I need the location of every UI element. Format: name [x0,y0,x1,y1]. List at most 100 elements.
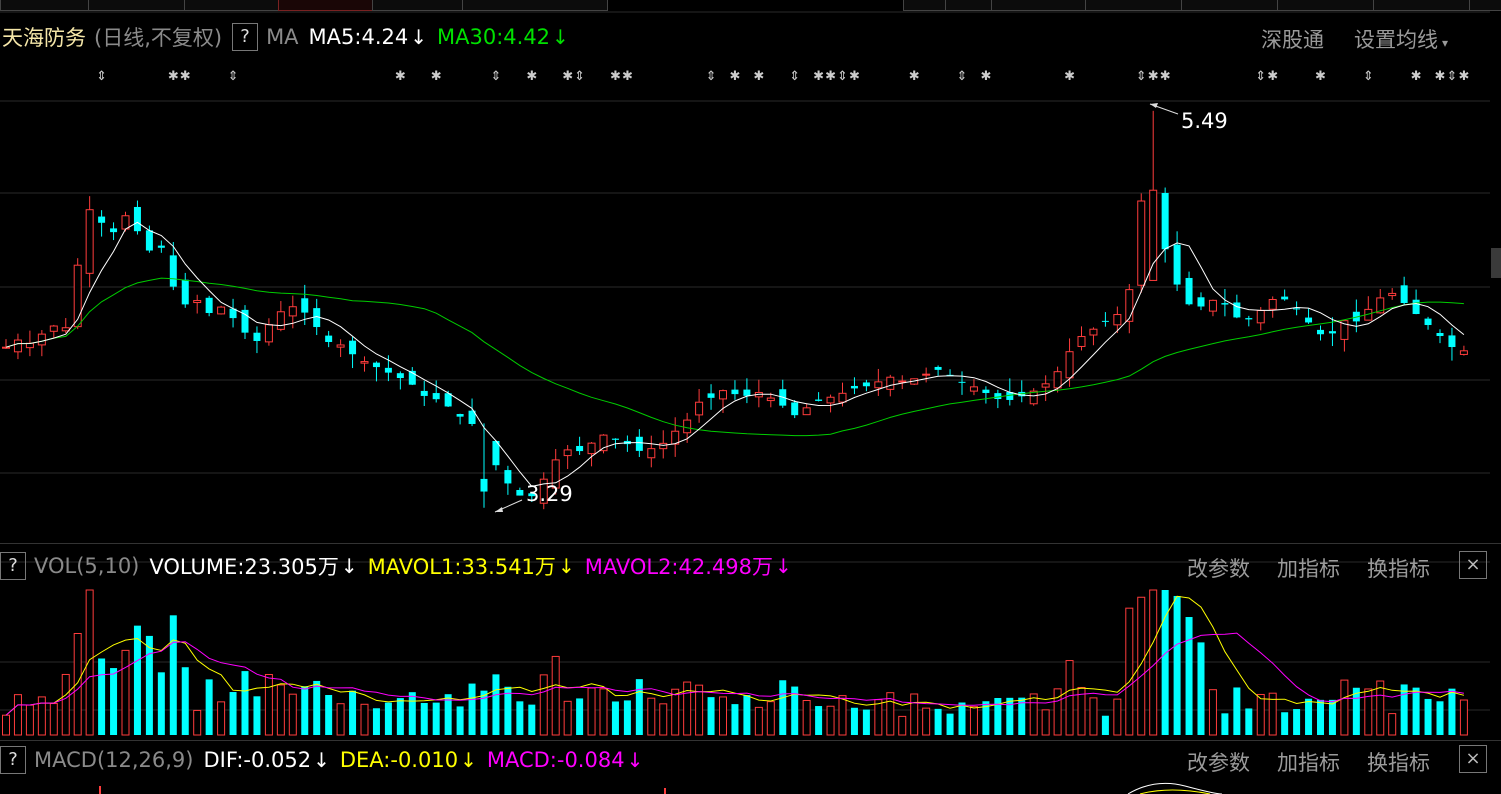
tab-more-period[interactable] [462,0,608,11]
mavol1-line [5,595,1465,716]
candle-body-12 [145,230,153,251]
vol-close-icon[interactable]: × [1459,551,1487,579]
candle-body-47 [563,449,572,457]
volume-bar-11 [133,625,141,735]
low-price-label: 3.29 [526,482,573,506]
event-marker-33: ⇕ [1446,69,1457,84]
candle-body-58 [695,401,704,416]
volume-bar-54 [647,697,656,736]
volume-bar-111 [1328,699,1336,735]
event-marker-24: ⇕ [1136,69,1147,84]
event-markers[interactable]: ⇕ ✱ ✱ ⇕ ✱ ✱ ⇕ ✱ ✱ ⇕ ✱ ✱ ⇕ ✱ ✱ ⇕ ✱ ✱ ⇕ ✱ ✱ ⇕ ✱ ✱ ⇕ ✱ ✱ ⇕ ✱ ✱ ⇕ ✱ ✱ ⇕ ✱ [96,69,1469,84]
event-marker-4: ✱ [395,69,406,84]
event-marker-20: ✱ [909,69,920,84]
volume-bar-106 [1268,692,1277,736]
macd-lines [99,782,1223,794]
ma30-value: MA30:4.42 [437,25,551,49]
volume-bar-8 [98,658,106,735]
event-marker-11: ✱ [622,69,633,84]
vol-help-button[interactable]: ? [0,552,26,580]
volume-bar-68 [815,706,823,735]
candle-body-50 [599,434,608,452]
candle-body-100 [1197,297,1205,307]
event-marker-18: ⇕ [837,69,848,84]
event-marker-0: ⇕ [96,69,107,84]
volume-bar-122 [1459,699,1468,736]
vol-add-indicator-button[interactable]: 加指标 [1277,557,1340,581]
volume-bar-10 [121,649,130,736]
candle-body-94 [1125,289,1134,322]
candle-body-117 [1400,285,1408,304]
volume-bar-57 [683,681,692,736]
macd-swap-indicator-button[interactable]: 换指标 [1367,751,1430,775]
volume-bar-86 [1029,693,1038,736]
candle-body-43 [516,489,524,496]
candle-body-96 [1149,189,1158,281]
event-marker-15: ⇕ [789,69,800,84]
shenguton-button[interactable]: 深股通 [1261,28,1324,52]
macd-help-button[interactable]: ? [0,746,26,774]
candle-body-37 [444,393,452,407]
event-marker-29: ✱ [1315,69,1326,84]
candle-body-5 [61,327,70,332]
volume-bar-117 [1400,684,1408,735]
candle-body-19 [229,308,237,319]
event-marker-6: ⇕ [490,69,501,84]
volume-bar-42 [504,686,512,735]
event-marker-16: ✱ [813,69,824,84]
volume-bar-80 [958,702,966,735]
dea-line [1139,789,1211,794]
volume-bar-74 [886,692,895,736]
event-marker-31: ✱ [1411,69,1422,84]
volume-bar-19 [229,692,237,735]
macd-change-params-button[interactable]: 改参数 [1187,751,1250,775]
candle-body-115 [1376,297,1385,314]
vol-swap-indicator-button[interactable]: 换指标 [1367,557,1430,581]
scrollbar-thumb[interactable] [1491,248,1501,278]
volume-bar-6 [73,633,82,736]
ma-label: MA [266,25,299,49]
candle-body-121 [1448,335,1456,348]
volume-bar-65 [779,680,787,735]
volume-bar-112 [1340,679,1349,736]
candle-body-4 [49,325,58,332]
ma-help-button[interactable]: ? [232,23,259,51]
volume-bars [2,589,1468,736]
candle-body-102 [1221,303,1229,305]
volume-bar-25 [301,686,309,735]
candle-body-111 [1328,331,1336,334]
candle-body-98 [1173,244,1181,285]
volume-bar-29 [349,690,357,735]
macd-close-icon[interactable]: × [1459,745,1487,773]
volume-bar-5 [61,673,70,736]
candle-body-51 [611,438,619,440]
event-marker-30: ⇕ [1363,69,1374,84]
event-marker-17: ✱ [825,69,836,84]
tab-14[interactable] [1469,0,1501,11]
candle-body-75 [898,380,907,383]
candle-body-89 [1065,351,1074,379]
candle-body-54 [647,448,656,459]
separator-volume [0,543,1501,544]
volume-bar-108 [1293,709,1301,735]
event-marker-28: ✱ [1267,69,1278,84]
candle-body-66 [791,402,799,416]
candle-body-8 [98,216,106,223]
stock-name[interactable]: 天海防务 [2,26,86,50]
candle-body-10 [121,215,130,230]
volume-bar-27 [325,695,333,735]
volume-bar-41 [492,674,500,735]
event-marker-19: ✱ [849,69,860,84]
volume-bar-66 [791,686,799,735]
volume-bar-9 [110,668,118,735]
volume-bar-121 [1448,688,1456,735]
candle-body-28 [336,344,345,348]
candle-body-119 [1424,318,1432,326]
vol-change-params-button[interactable]: 改参数 [1187,557,1250,581]
macd-add-indicator-button[interactable]: 加指标 [1277,751,1340,775]
volume-bar-67 [802,700,811,736]
set-ma-button[interactable]: 设置均线 ▾ [1354,24,1448,54]
ma5-value: MA5:4.24 [308,25,409,49]
high-price-label: 5.49 [1181,109,1228,133]
